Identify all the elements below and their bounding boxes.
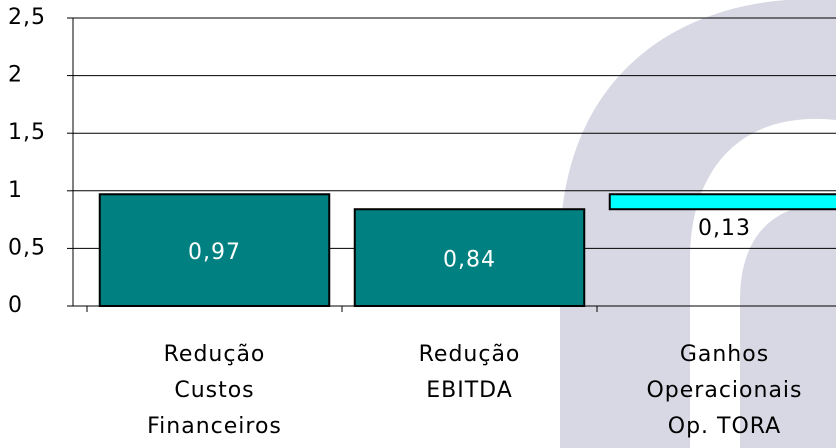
y-tick-label: 1 — [8, 178, 23, 203]
y-tick-label: 0,5 — [8, 235, 46, 260]
x-tick-label-line: Op. TORA — [668, 414, 781, 439]
x-tick-label-line: Redução — [164, 342, 266, 367]
y-tick-label: 0 — [8, 293, 23, 318]
x-tick-label: Ganhos Operacionais Op. TORA — [646, 342, 802, 439]
y-tick-label: 2 — [8, 63, 23, 88]
bar — [608, 193, 836, 211]
data-label: 0,13 — [698, 216, 751, 241]
x-tick-label: Redução EBITDA — [419, 342, 521, 403]
x-tick-label-line: EBITDA — [426, 378, 513, 403]
x-tick-label-line: Financeiros — [147, 414, 282, 439]
x-tick-label-line: Redução — [419, 342, 521, 367]
data-label: 0,84 — [443, 248, 496, 273]
y-tick-label: 2,5 — [8, 5, 46, 30]
bar — [353, 208, 586, 307]
watermark — [560, 0, 836, 448]
data-label: 0,97 — [188, 240, 241, 265]
x-tick-label: Redução Custos Financeiros — [147, 342, 282, 439]
bar — [98, 193, 331, 307]
x-tick-label-line: Ganhos — [680, 342, 769, 367]
x-tick-label-line: Custos — [174, 378, 254, 403]
x-tick-label-line: Operacionais — [646, 378, 802, 403]
y-tick-label: 1,5 — [8, 120, 46, 145]
